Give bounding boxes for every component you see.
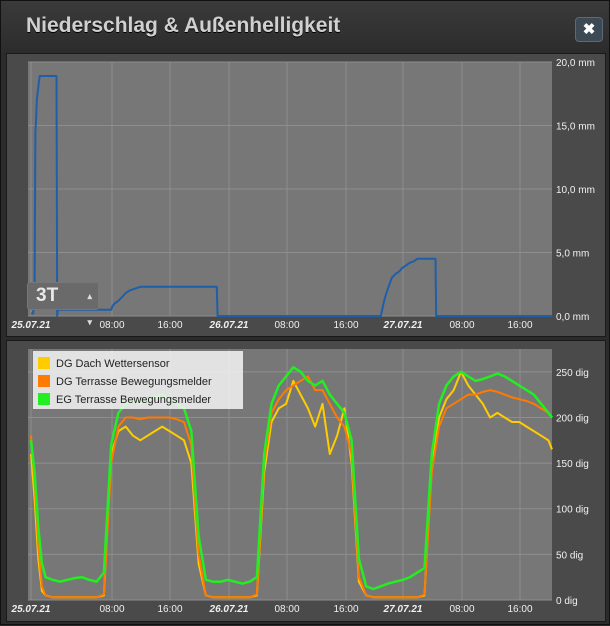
x-tick-label: 26.07.21	[209, 320, 249, 331]
y-tick-label: 0,0 mm	[556, 312, 589, 323]
dialog-title: Niederschlag & Außenhelligkeit	[26, 14, 341, 37]
x-tick-label: 16:00	[157, 320, 182, 331]
x-tick-label: 16:00	[507, 604, 532, 615]
x-tick-label: 16:00	[507, 320, 532, 331]
legend-swatch	[38, 375, 50, 387]
legend-label: DG Terrasse Bewegungsmelder	[56, 376, 212, 388]
brightness-chart-panel: 250 dig 200 dig 150 dig 100 dig 50 dig 0 dig 2…	[6, 340, 606, 622]
y-tick-label: 20,0 mm	[556, 58, 595, 69]
x-tick-label: 25.07.21	[11, 604, 51, 615]
dialog-titlebar: Niederschlag & Außenhelligkeit ✖	[1, 1, 609, 53]
legend-label: EG Terrasse Bewegungsmelder	[56, 394, 211, 406]
y-tick-label: 200 dig	[556, 413, 589, 424]
x-tick-label: 16:00	[333, 320, 358, 331]
y-tick-label: 0 dig	[556, 596, 578, 607]
close-icon: ✖	[582, 21, 596, 38]
legend-label: DG Dach Wettersensor	[56, 358, 170, 370]
x-tick-label: 27.07.21	[383, 604, 423, 615]
x-tick-label: 25.07.21	[11, 320, 51, 331]
rain-chart-panel: 20,0 mm 15,0 mm 10,0 mm 5,0 mm 0,0 mm 25.07.2…	[6, 53, 606, 337]
brightness-chart[interactable]: 250 dig 200 dig 150 dig 100 dig 50 dig 0 dig 2…	[7, 341, 605, 621]
x-tick-label: 08:00	[274, 604, 299, 615]
rain-chart[interactable]: 20,0 mm 15,0 mm 10,0 mm 5,0 mm 0,0 mm 25.07.2…	[7, 54, 605, 336]
y-tick-label: 50 dig	[556, 550, 583, 561]
legend: DG Dach Wettersensor DG Terrasse Bewegung…	[33, 351, 243, 409]
x-tick-label: 16:00	[333, 604, 358, 615]
x-tick-label: 08:00	[99, 604, 124, 615]
y-tick-label: 5,0 mm	[556, 249, 589, 260]
close-button[interactable]: ✖	[575, 17, 603, 42]
range-selector-value: 3T	[36, 285, 59, 306]
series-line-1	[31, 75, 552, 317]
y-tick-label: 100 dig	[556, 505, 589, 516]
x-tick-label: 08:00	[449, 604, 474, 615]
x-tick-label: 26.07.21	[209, 604, 249, 615]
x-tick-label: 27.07.21	[383, 320, 423, 331]
select-arrows-icon: ▴ ▾	[87, 291, 92, 327]
x-tick-label: 16:00	[157, 604, 182, 615]
legend-swatch	[38, 357, 50, 369]
y-tick-label: 150 dig	[556, 459, 589, 470]
y-tick-label: 250 dig	[556, 368, 589, 379]
legend-swatch	[38, 393, 50, 405]
x-tick-label: 08:00	[274, 320, 299, 331]
y-tick-label: 10,0 mm	[556, 185, 595, 196]
x-tick-label: 08:00	[99, 320, 124, 331]
range-selector[interactable]: 3T ▴ ▾	[27, 282, 99, 327]
y-tick-label: 15,0 mm	[556, 122, 595, 133]
series-line-3	[29, 366, 553, 591]
legend-box	[33, 351, 243, 409]
x-tick-label: 08:00	[449, 320, 474, 331]
